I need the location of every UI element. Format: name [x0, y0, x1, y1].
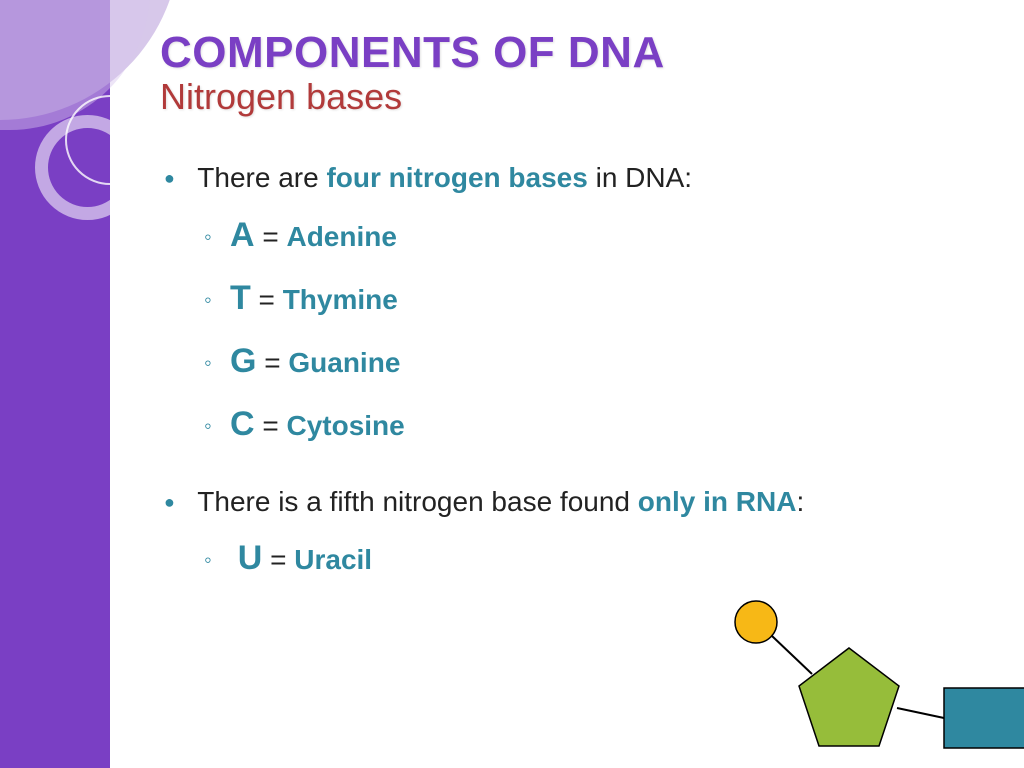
rna-base-list: U = Uracil [160, 534, 994, 583]
base-name: Cytosine [286, 410, 404, 441]
base-letter: T [230, 279, 251, 317]
rna-base-eq: = [262, 544, 294, 575]
base-letter: C [230, 405, 255, 443]
bases-list: A = Adenine T = Thymine G = Guanine C = Cyt… [160, 211, 994, 450]
intro-highlight: four nitrogen bases [326, 162, 587, 193]
slide-body: There are four nitrogen bases in DNA: A … [160, 158, 994, 584]
sugar-pentagon [799, 648, 899, 746]
rna-prefix: There is a fifth nitrogen base found [197, 486, 638, 517]
base-item: A = Adenine [230, 211, 994, 260]
intro-line: There are four nitrogen bases in DNA: [190, 158, 994, 199]
base-eq: = [256, 347, 288, 378]
base-item: C = Cytosine [230, 400, 994, 449]
base-eq: = [251, 284, 283, 315]
rna-base-name: Uracil [294, 544, 372, 575]
rna-highlight: only in RNA [638, 486, 797, 517]
slide-title: COMPONENTS OF DNA [160, 28, 994, 78]
base-name: Guanine [288, 347, 400, 378]
base-name: Thymine [283, 284, 398, 315]
base-name: Adenine [286, 221, 396, 252]
base-eq: = [255, 410, 287, 441]
base-item: T = Thymine [230, 274, 994, 323]
rna-base-item: U = Uracil [230, 534, 994, 583]
intro-prefix: There are [197, 162, 326, 193]
intro-suffix: in DNA: [588, 162, 692, 193]
slide-subtitle: Nitrogen bases [160, 76, 994, 118]
base-item: G = Guanine [230, 337, 994, 386]
slide-content: COMPONENTS OF DNA Nitrogen bases There a… [160, 28, 994, 598]
nucleotide-diagram [654, 578, 1024, 768]
base-letter: A [230, 216, 255, 254]
rna-line: There is a fifth nitrogen base found onl… [190, 482, 994, 523]
decorative-ring-outline [65, 95, 155, 185]
rna-suffix: : [796, 486, 804, 517]
rna-base-letter: U [238, 539, 263, 577]
base-eq: = [255, 221, 287, 252]
base-letter: G [230, 342, 256, 380]
